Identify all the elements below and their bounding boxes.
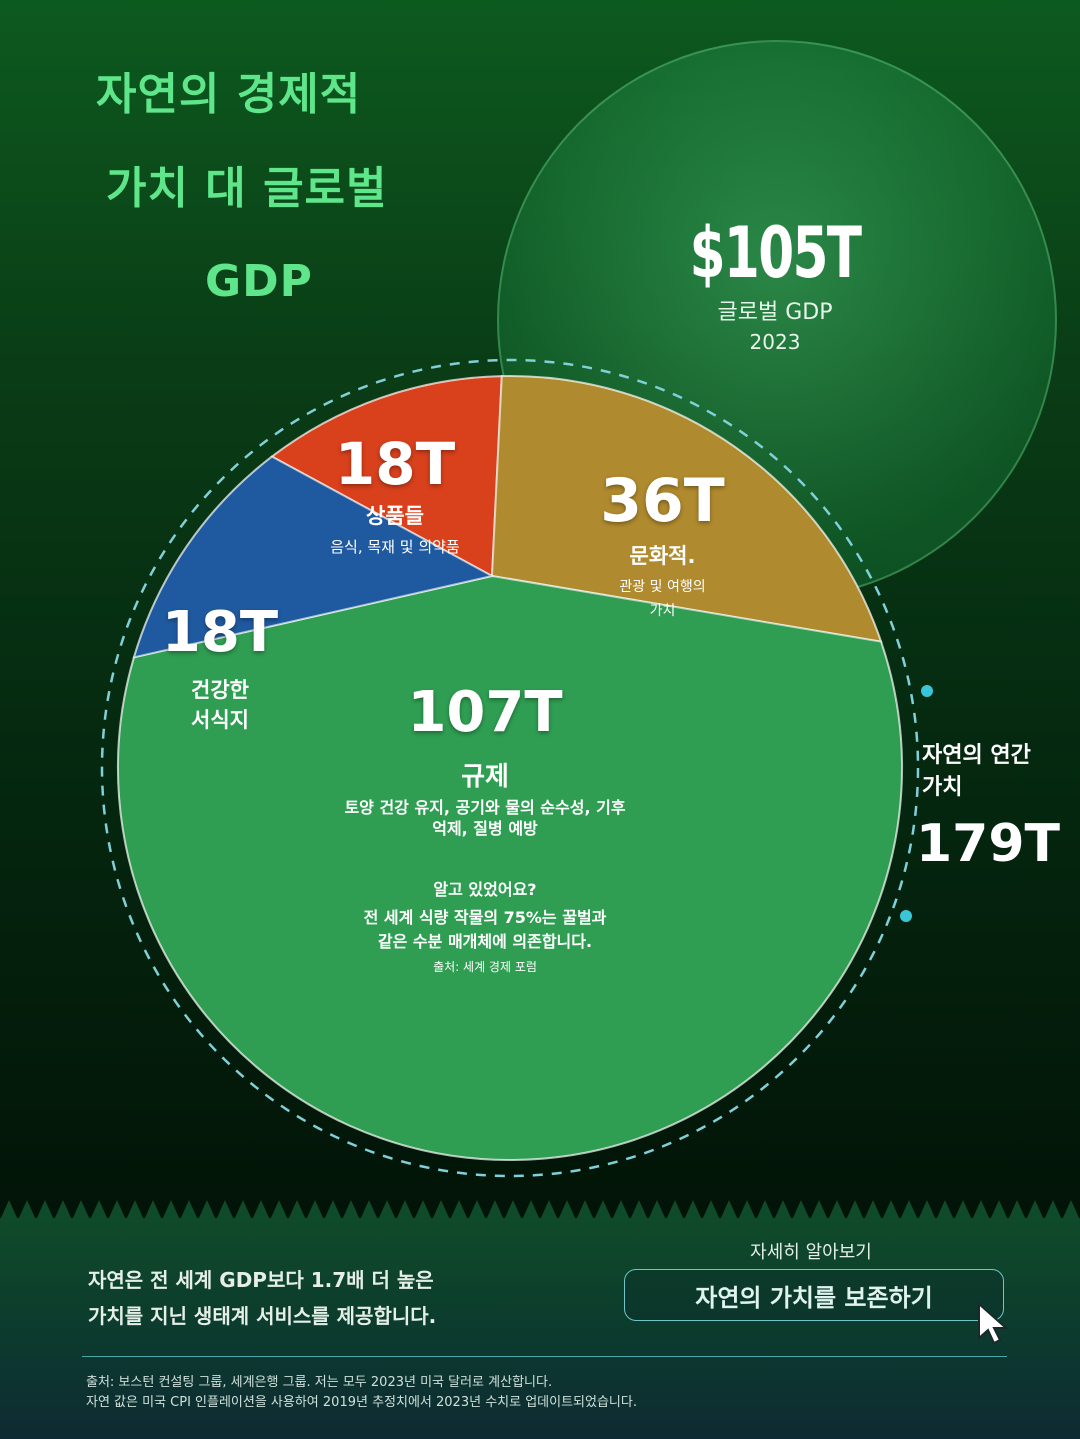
- bottom-description: 자연은 전 세계 GDP보다 1.7배 더 높은 가치를 지닌 생태계 서비스를…: [88, 1262, 436, 1334]
- global-gdp-label: 글로벌 GDP: [717, 300, 833, 325]
- global-gdp-value: $105T: [689, 212, 862, 294]
- footer-divider: [82, 1356, 1007, 1357]
- global-gdp-year: 2023: [749, 330, 801, 354]
- title-line-3: GDP: [205, 256, 313, 307]
- preserve-nature-value-button[interactable]: 자연의 가치를 보존하기: [624, 1269, 1004, 1321]
- slice-goods-desc: 음식, 목재 및 의약품: [330, 538, 460, 556]
- fact-source: 출처: 세계 경제 포럼: [433, 960, 537, 974]
- slice-regulation-desc-1: 토양 건강 유지, 공기와 물의 순수성, 기후: [344, 798, 626, 817]
- pie-slice-regulation: [117, 574, 903, 1161]
- footer-source-line-1: 출처: 보스턴 컨설팅 그룹, 세계은행 그룹. 저는 모두 2023년 미국 …: [86, 1375, 553, 1390]
- total-value-label: 자연의 연간 가치: [922, 740, 1052, 804]
- title-line-1: 자연의 경제적: [96, 69, 362, 120]
- slice-regulation-value: 107T: [407, 680, 563, 745]
- fact-heading: 알고 있었어요?: [433, 880, 537, 899]
- bottom-panel: [0, 1218, 1080, 1439]
- slice-habitat-value: 18T: [161, 600, 279, 665]
- slice-goods-value: 18T: [334, 430, 456, 498]
- slice-habitat-name-2: 서식지: [191, 708, 249, 732]
- pie-slice-cultural: [490, 375, 883, 643]
- pie-outline: [117, 375, 903, 1161]
- pie-slice-goods: [270, 375, 503, 578]
- pie-dashed-ring: [100, 358, 920, 1178]
- total-value: 179T: [916, 814, 1061, 874]
- title-line-2: 가치 대 글로벌: [106, 163, 388, 214]
- slice-regulation-name: 규제: [461, 762, 509, 792]
- slice-cultural-desc-1: 관광 및 여행의: [619, 579, 706, 595]
- total-label-line-1: 자연의 연간: [922, 743, 1031, 768]
- total-label-line-2: 가치: [922, 775, 963, 800]
- cursor-arrow-icon: [978, 1302, 1009, 1345]
- ring-marker-top: [921, 685, 933, 697]
- fact-line-2: 같은 수분 매개체에 의존합니다.: [377, 932, 593, 951]
- slice-cultural-value: 36T: [600, 466, 725, 536]
- slice-cultural-name: 문화적.: [629, 544, 696, 568]
- slice-habitat-name-1: 건강한: [191, 678, 249, 702]
- fact-line-1: 전 세계 식량 작물의 75%는 꿀벌과: [363, 908, 607, 927]
- bottom-desc-line-1: 자연은 전 세계 GDP보다 1.7배 더 높은: [88, 1268, 434, 1292]
- footer-source-line-2: 자연 값은 미국 CPI 인플레이션을 사용하여 2019년 추정치에서 202…: [86, 1395, 637, 1410]
- slice-cultural-desc-2: 가치: [649, 603, 676, 619]
- slice-regulation-desc-2: 억제, 질병 예방: [432, 819, 538, 838]
- zigzag-divider: [0, 1200, 1080, 1220]
- bottom-desc-line-2: 가치를 지닌 생태계 서비스를 제공합니다.: [88, 1304, 437, 1328]
- ring-marker-bottom: [900, 910, 912, 922]
- pie-slice-habitat: [132, 455, 495, 659]
- footer-source: 출처: 보스턴 컨설팅 그룹, 세계은행 그룹. 저는 모두 2023년 미국 …: [86, 1373, 637, 1413]
- slice-goods-name: 상품들: [366, 504, 424, 528]
- learn-more-label: 자세히 알아보기: [750, 1242, 872, 1263]
